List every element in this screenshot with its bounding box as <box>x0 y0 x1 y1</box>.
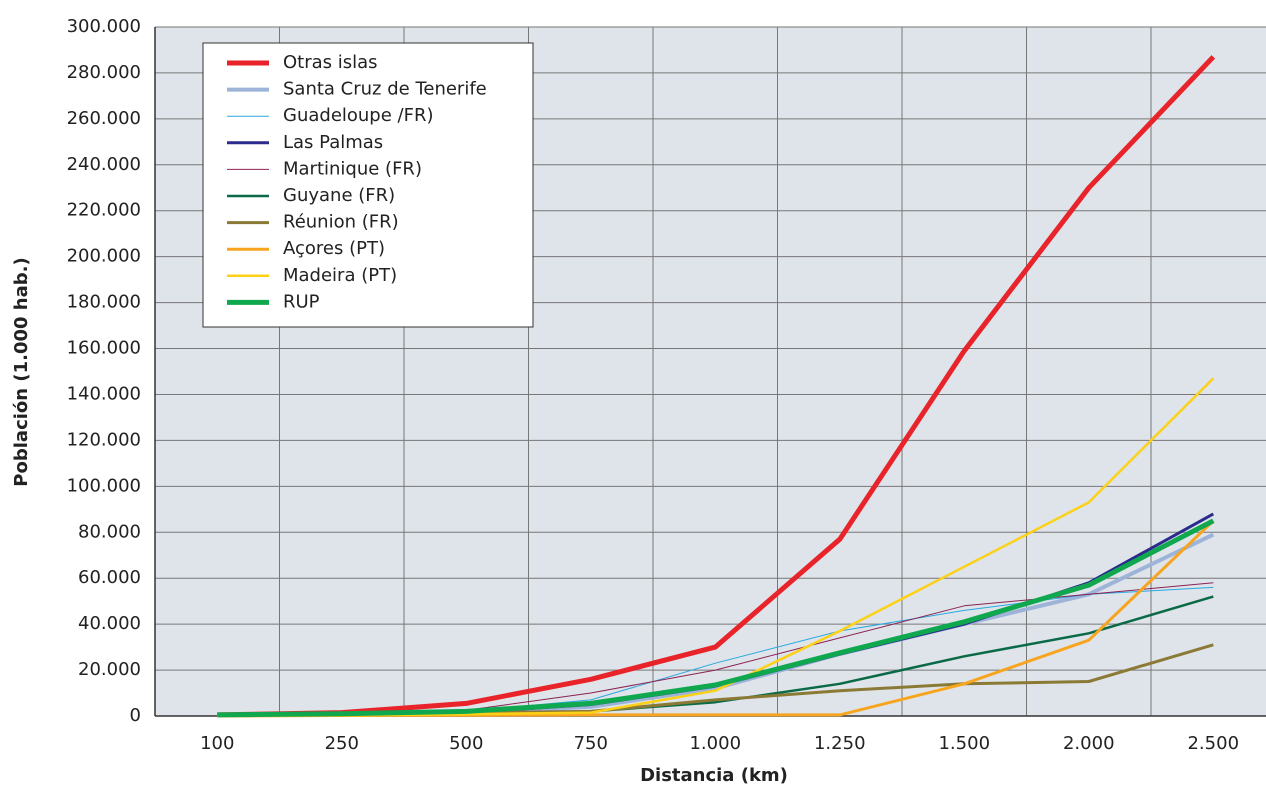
x-tick-label: 500 <box>449 733 483 754</box>
y-tick-label: 60.000 <box>78 567 141 588</box>
y-tick-label: 140.000 <box>67 383 141 404</box>
x-tick-label: 250 <box>325 733 359 754</box>
y-tick-label: 80.000 <box>78 521 141 542</box>
y-tick-label: 120.000 <box>67 429 141 450</box>
legend-label: Las Palmas <box>283 132 383 153</box>
x-tick-label: 100 <box>200 733 234 754</box>
legend-label: Guyane (FR) <box>283 185 395 206</box>
x-tick-label: 750 <box>574 733 608 754</box>
x-tick-label: 1.000 <box>689 733 741 754</box>
x-tick-label: 2.000 <box>1063 733 1115 754</box>
legend-label: Réunion (FR) <box>283 212 399 233</box>
legend-label: Madeira (PT) <box>283 265 397 286</box>
y-tick-label: 100.000 <box>67 475 141 496</box>
series-line <box>217 518 1215 718</box>
y-tick-label: 20.000 <box>78 659 141 680</box>
y-tick-label: 160.000 <box>67 338 141 359</box>
legend-label: Otras islas <box>283 52 378 73</box>
legend-label: Santa Cruz de Tenerife <box>283 79 487 100</box>
y-tick-label: 40.000 <box>78 613 141 634</box>
y-tick-label: 180.000 <box>67 292 141 313</box>
y-tick-label: 220.000 <box>67 200 141 221</box>
legend-label: Açores (PT) <box>283 238 385 259</box>
y-tick-label: 300.000 <box>67 16 141 37</box>
y-tick-label: 280.000 <box>67 62 141 83</box>
y-tick-label: 200.000 <box>67 246 141 267</box>
legend-label: Martinique (FR) <box>283 158 422 179</box>
x-tick-label: 1.500 <box>938 733 990 754</box>
x-tick-label: 2.500 <box>1187 733 1239 754</box>
series-line <box>217 55 1216 718</box>
y-tick-label: 0 <box>130 705 141 726</box>
x-tick-label: 1.250 <box>814 733 866 754</box>
x-axis-title: Distancia (km) <box>640 765 788 786</box>
y-tick-label: 260.000 <box>67 108 141 129</box>
y-tick-label: 240.000 <box>67 154 141 175</box>
legend-label: RUP <box>283 291 320 312</box>
legend-label: Guadeloupe /FR) <box>283 105 433 126</box>
y-axis-title: Población (1.000 hab.) <box>11 257 32 486</box>
